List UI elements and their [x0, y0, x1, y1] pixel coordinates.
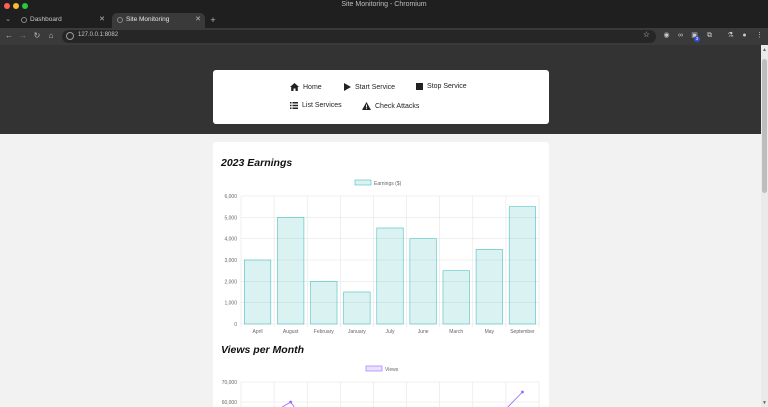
- tab-search-icon[interactable]: ⌄: [5, 16, 11, 23]
- globe-icon: [117, 17, 123, 23]
- nav-home-link[interactable]: Home: [290, 83, 322, 91]
- home-icon[interactable]: ⌂: [48, 31, 54, 40]
- bar-march: [442, 270, 470, 325]
- x-tick-label: February: [314, 329, 335, 335]
- x-tick-label: August: [283, 329, 299, 335]
- flask-icon[interactable]: ⚗: [727, 32, 734, 39]
- forward-arrow-icon[interactable]: →: [19, 31, 27, 40]
- views-point: [289, 400, 293, 404]
- address-bar[interactable]: 127.0.0.1:8082 ☆: [62, 30, 656, 43]
- tab-close-icon[interactable]: ✕: [99, 16, 105, 23]
- extension-count-badge: 3: [694, 36, 700, 42]
- views-title: Views per Month: [221, 344, 305, 356]
- nav-home-label: Home: [303, 83, 322, 91]
- y-tick-label: 70,000: [222, 380, 238, 386]
- list-icon: [290, 102, 298, 109]
- stop-icon: [416, 83, 423, 90]
- y-tick-label: 3,000: [224, 258, 237, 264]
- views-line-segment: [290, 401, 295, 407]
- views-line-chart: Views 70,000 60,000: [222, 365, 540, 407]
- incognito-extension-icon[interactable]: ∞: [678, 32, 683, 39]
- tab-label: Dashboard: [30, 16, 62, 23]
- scrollbar-thumb[interactable]: [762, 59, 767, 193]
- y-tick-label: 5,000: [224, 215, 237, 221]
- window-titlebar: Site Monitoring - Chromium: [0, 0, 768, 12]
- nav-check-attacks-link[interactable]: Check Attacks: [362, 102, 419, 110]
- site-info-icon[interactable]: [66, 32, 74, 40]
- x-tick-label: July: [386, 329, 395, 335]
- extension-icon[interactable]: ◉: [663, 32, 670, 39]
- x-tick-label: April: [253, 329, 263, 335]
- maximize-window-button[interactable]: [22, 3, 28, 9]
- nav-start-service-link[interactable]: Start Service: [344, 83, 395, 91]
- nav-card: Home Start Service Stop Service List Ser…: [213, 70, 549, 124]
- views-line-segment: [507, 391, 523, 407]
- y-tick-label: 4,000: [224, 237, 237, 243]
- legend-swatch: [354, 179, 372, 186]
- nav-stop-service-label: Stop Service: [427, 83, 467, 90]
- views-point: [521, 390, 524, 394]
- warning-icon: [362, 102, 371, 110]
- nav-check-attacks-label: Check Attacks: [375, 102, 420, 110]
- window-controls: [4, 3, 28, 9]
- puzzle-icon[interactable]: ⧉: [707, 32, 712, 39]
- new-tab-button[interactable]: +: [210, 15, 216, 25]
- earnings-bar-chart: Earnings ($) 0 1,000 2,000 3,000 4,000 5,000 6,…: [224, 179, 540, 335]
- bar-june: [409, 238, 437, 325]
- x-tick-label: September: [510, 329, 535, 335]
- bar-january: [343, 291, 371, 325]
- legend-label: Earnings ($): [374, 181, 402, 187]
- bar-may: [475, 249, 503, 325]
- x-tick-label: May: [485, 329, 495, 335]
- back-arrow-icon[interactable]: ←: [5, 31, 13, 40]
- bar-april: [244, 259, 272, 325]
- scroll-up-icon[interactable]: ▲: [762, 47, 767, 53]
- nav-list-services-link[interactable]: List Services: [290, 102, 342, 109]
- tab-site-monitoring[interactable]: Site Monitoring ✕: [112, 13, 205, 28]
- url-text[interactable]: 127.0.0.1:8082: [78, 32, 119, 38]
- legend-label: Views: [385, 367, 399, 373]
- y-tick-label: 0: [234, 322, 237, 328]
- earnings-title: 2023 Earnings: [221, 157, 293, 169]
- profile-icon[interactable]: ●: [742, 32, 747, 39]
- bar-july: [376, 227, 404, 325]
- tab-strip: ⌄ Dashboard ✕ Site Monitoring ✕ +: [0, 12, 768, 28]
- bar-august: [277, 217, 305, 325]
- tab-close-icon[interactable]: ✕: [195, 16, 201, 23]
- nav-stop-service-link[interactable]: Stop Service: [416, 83, 467, 90]
- close-window-button[interactable]: [4, 3, 10, 9]
- extension-badge-icon[interactable]: ▣: [690, 31, 699, 40]
- reload-icon[interactable]: ↻: [33, 31, 41, 40]
- play-icon: [344, 83, 351, 91]
- kebab-menu-icon[interactable]: ⋮: [756, 32, 763, 39]
- y-tick-label: 2,000: [224, 279, 237, 285]
- minimize-window-button[interactable]: [13, 3, 19, 9]
- nav-start-service-label: Start Service: [355, 83, 396, 91]
- scroll-down-icon[interactable]: ▼: [762, 400, 767, 406]
- page-viewport: Home Start Service Stop Service List Ser…: [0, 45, 761, 407]
- x-tick-label: June: [418, 329, 429, 335]
- bar-february: [310, 281, 338, 325]
- y-tick-label: 60,000: [222, 400, 238, 406]
- tab-label: Site Monitoring: [126, 16, 170, 23]
- views-line-segment: [281, 401, 291, 407]
- x-tick-label: March: [449, 329, 463, 335]
- legend-swatch: [365, 365, 383, 372]
- bar-september: [508, 206, 536, 325]
- y-tick-label: 6,000: [224, 194, 237, 200]
- loading-icon: [21, 17, 27, 23]
- browser-toolbar: ← → ↻ ⌂ 127.0.0.1:8082 ☆ ◉ ∞ ▣ ⧉ ⚗ ● ⋮: [0, 28, 768, 45]
- page-scrollbar[interactable]: ▲ ▼: [761, 45, 768, 407]
- home-icon: [290, 83, 299, 91]
- y-tick-label: 1,000: [224, 301, 237, 307]
- nav-list-services-label: List Services: [302, 102, 342, 109]
- tab-dashboard[interactable]: Dashboard ✕: [16, 13, 109, 28]
- window-title: Site Monitoring - Chromium: [341, 1, 427, 8]
- charts-card: 2023 Earnings Views per Month Earnings (…: [213, 142, 549, 407]
- bookmark-star-icon[interactable]: ☆: [642, 30, 650, 39]
- x-tick-label: January: [348, 329, 366, 335]
